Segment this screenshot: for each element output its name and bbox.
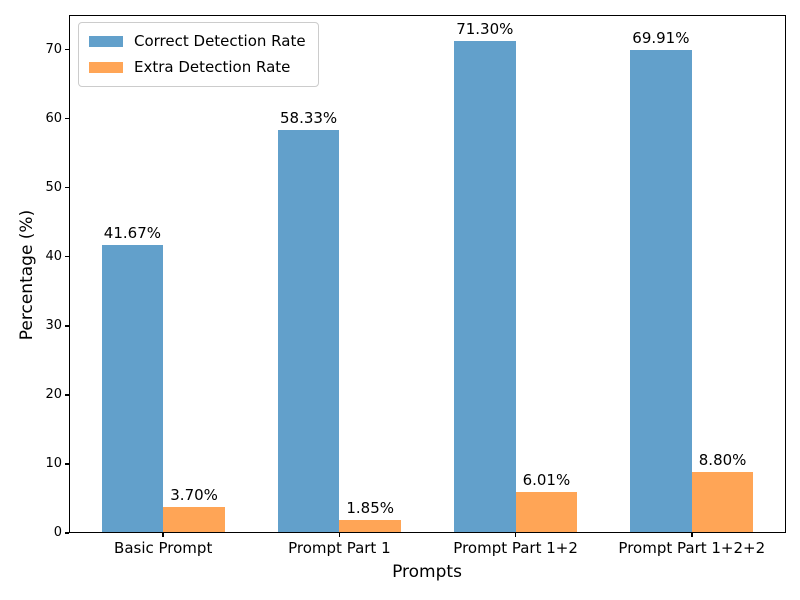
- y-tick-label: 10: [45, 455, 62, 471]
- legend-item-extra-detection-rate: Extra Detection Rate: [89, 58, 306, 77]
- legend-item-label: Correct Detection Rate: [134, 32, 306, 50]
- bar-extra-detection-rate-prompt-part-1-2-2: [691, 472, 754, 533]
- legend: Correct Detection Rate Extra Detection Ra…: [78, 22, 319, 87]
- bar-value-label: 41.67%: [103, 224, 161, 243]
- legend-item-correct-detection-rate: Correct Detection Rate: [89, 32, 306, 51]
- x-axis-label: Prompts: [392, 562, 462, 582]
- x-tick-mark: [338, 533, 341, 537]
- y-tick-label: 30: [45, 317, 62, 333]
- y-tick-mark: [65, 186, 69, 189]
- bar-value-label: 58.33%: [279, 109, 338, 128]
- bar-extra-detection-rate-prompt-part-1-2: [515, 491, 578, 533]
- x-tick-label: Basic Prompt: [114, 539, 213, 557]
- y-tick-mark: [65, 325, 69, 327]
- y-tick-mark: [65, 394, 69, 396]
- y-tick-label: 70: [45, 41, 62, 57]
- x-tick-label: Prompt Part 1+2: [453, 539, 578, 557]
- bar-value-label: 1.85%: [346, 499, 395, 518]
- bar-correct-detection-rate-basic-prompt: [101, 245, 164, 533]
- y-tick-mark: [65, 48, 69, 51]
- x-tick-mark: [691, 533, 693, 537]
- plot-area: 41.67% 3.70% 58.33% 1.85% 71.30% 6.01% 69.91% 8…: [69, 15, 786, 533]
- x-tick-label: Prompt Part 1: [288, 539, 391, 557]
- bar-value-label: 71.30%: [456, 19, 514, 38]
- y-tick-mark: [65, 463, 69, 465]
- bar-correct-detection-rate-prompt-part-1-2: [453, 40, 516, 533]
- bar-correct-detection-rate-prompt-part-1-2-2: [630, 50, 692, 533]
- x-tick-mark: [514, 533, 517, 537]
- y-tick-mark: [65, 255, 69, 258]
- y-tick-mark: [65, 117, 69, 120]
- y-tick-label: 20: [45, 386, 62, 402]
- legend-swatch-icon: [89, 36, 123, 47]
- y-tick-label: 40: [45, 248, 62, 264]
- bar-value-label: 6.01%: [522, 470, 571, 489]
- x-tick-mark: [162, 533, 164, 537]
- legend-item-label: Extra Detection Rate: [134, 58, 291, 76]
- bar-correct-detection-rate-prompt-part-1: [277, 130, 340, 533]
- bar-value-label: 8.80%: [698, 451, 747, 470]
- bars-layer: 41.67% 3.70% 58.33% 1.85% 71.30% 6.01% 69.91% 8…: [69, 15, 786, 533]
- bar-value-label: 3.70%: [170, 486, 218, 505]
- bar-extra-detection-rate-prompt-part-1: [339, 520, 402, 533]
- legend-swatch-icon: [89, 62, 123, 73]
- y-tick-label: 0: [53, 525, 62, 540]
- y-axis-label: Percentage (%): [17, 209, 37, 341]
- y-tick-label: 60: [45, 110, 62, 126]
- y-tick-mark: [65, 532, 69, 534]
- x-tick-label: Prompt Part 1+2+2: [618, 539, 766, 557]
- bar-value-label: 69.91%: [632, 29, 690, 48]
- bar-extra-detection-rate-basic-prompt: [163, 507, 225, 533]
- y-tick-label: 50: [45, 179, 62, 195]
